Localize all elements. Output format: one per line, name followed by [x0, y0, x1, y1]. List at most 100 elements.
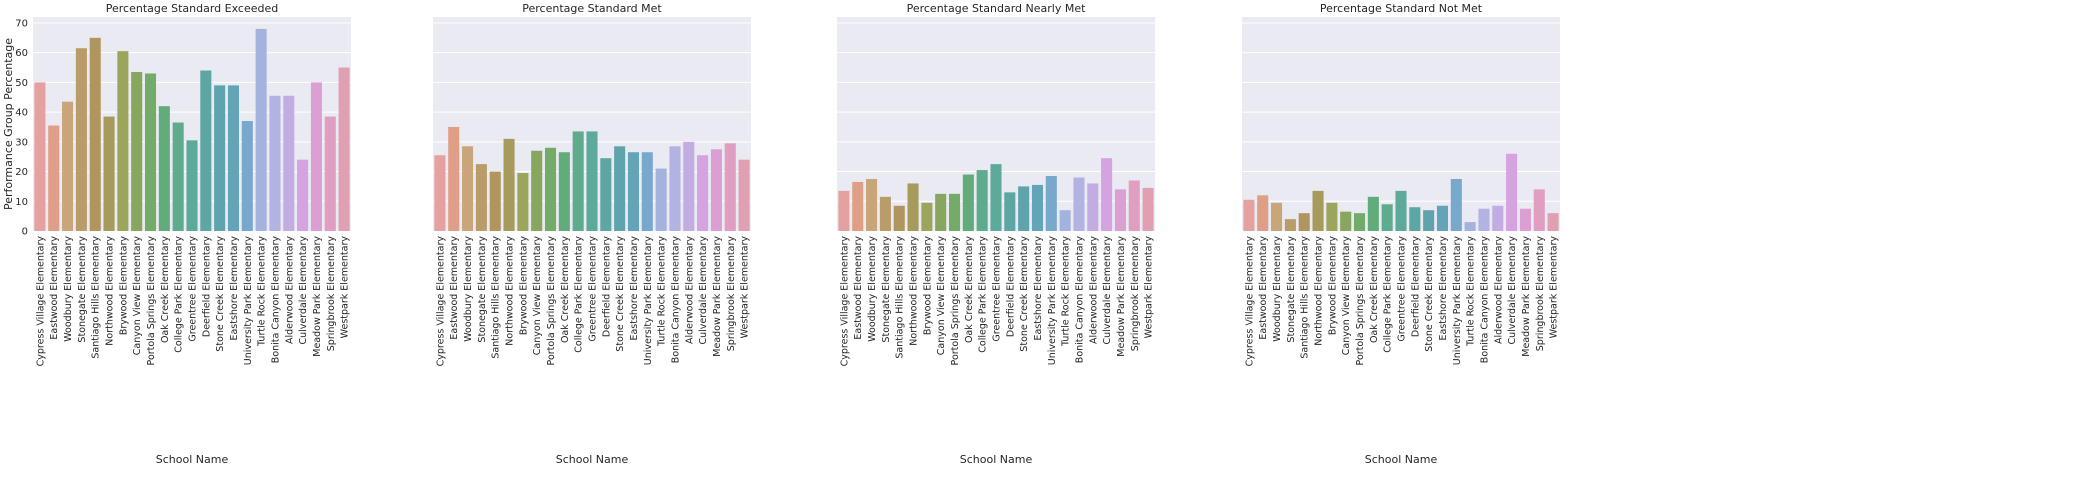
bar [586, 131, 598, 231]
x-tick-label: Northwood Elementary [1314, 236, 1325, 346]
bar [517, 173, 529, 231]
x-tick-label: Stone Creek Elementary [615, 236, 626, 352]
bar [1464, 222, 1476, 231]
x-tick-label: Portola Springs Elementary [546, 236, 557, 366]
y-tick-label: 20 [15, 167, 28, 178]
y-tick-label: 40 [15, 108, 28, 119]
y-axis-label: Performance Group Percentage [2, 38, 15, 210]
bar [434, 155, 446, 231]
bar [283, 95, 295, 231]
x-tick-label: Portola Springs Elementary [1355, 236, 1366, 366]
panel-title: Percentage Standard Met [522, 2, 662, 15]
bar [531, 150, 543, 231]
y-tick-label: 50 [15, 78, 28, 89]
bar [1492, 205, 1504, 231]
x-tick-label: Eastshore Elementary [229, 236, 240, 341]
x-axis-label: School Name [1365, 453, 1438, 466]
bar [200, 70, 212, 231]
x-tick-label: Eastwood Elementary [1258, 236, 1269, 340]
bar [1018, 186, 1030, 231]
x-tick-label: Deerfield Elementary [1410, 236, 1421, 337]
bar [1436, 205, 1449, 231]
x-tick-label: Alderwood Elementary [684, 236, 695, 344]
bar [852, 181, 864, 231]
x-tick-label: Santiago Hills Elementary [91, 236, 102, 359]
bar [1243, 199, 1255, 231]
x-tick-label: College Park Elementary [174, 236, 185, 353]
x-tick-label: Oak Creek Elementary [560, 236, 571, 343]
bar [448, 126, 460, 231]
x-tick-label: Alderwood Elementary [1493, 236, 1504, 344]
x-tick-label: Cypress Village Elementary [839, 236, 850, 367]
bar [697, 155, 709, 231]
x-tick-label: Eastshore Elementary [629, 236, 640, 341]
bar [1271, 202, 1283, 231]
x-tick-label: Eastwood Elementary [49, 236, 60, 340]
bar [1031, 184, 1044, 231]
x-tick-label: Canyon View Elementary [532, 236, 543, 356]
x-tick-label: Westpark Elementary [1549, 236, 1560, 339]
x-tick-label: Bonita Canyon Elementary [670, 236, 681, 364]
x-tick-label: Culverdale Elementary [298, 236, 309, 345]
bar [103, 116, 115, 231]
bar [879, 196, 891, 231]
bar [227, 85, 240, 231]
x-tick-label: College Park Elementary [978, 236, 989, 353]
bar [738, 159, 750, 231]
x-tick-label: Turtle Rock Elementary [1466, 236, 1477, 347]
x-tick-label: Cypress Village Elementary [435, 236, 446, 367]
x-tick-label: Brywood Elementary [518, 236, 529, 336]
x-tick-label: Brywood Elementary [1327, 236, 1338, 336]
bar [1004, 192, 1016, 231]
x-tick-label: Oak Creek Elementary [1369, 236, 1380, 343]
x-tick-label: Stone Creek Elementary [1424, 236, 1435, 352]
x-tick-label: Eastshore Elementary [1438, 236, 1449, 341]
bar [48, 125, 60, 231]
bar [669, 146, 681, 231]
bar [503, 138, 515, 231]
bar [1450, 178, 1462, 231]
bar [62, 101, 74, 231]
bar [724, 143, 736, 231]
x-tick-label: Bonita Canyon Elementary [270, 236, 281, 364]
x-tick-label: Turtle Rock Elementary [1061, 236, 1072, 347]
panel-title: Percentage Standard Not Met [1320, 2, 1483, 15]
x-tick-label: Santiago Hills Elementary [1300, 236, 1311, 359]
bar [614, 146, 626, 231]
x-tick-label: Meadow Park Elementary [1116, 236, 1127, 357]
bar [255, 28, 267, 232]
x-tick-label: Meadow Park Elementary [712, 236, 723, 357]
bar [1101, 158, 1113, 231]
bar [475, 164, 487, 231]
x-tick-label: Canyon View Elementary [936, 236, 947, 356]
bar [1142, 187, 1154, 231]
panel-3: Percentage Standard Nearly Met Cypress Vi… [837, 2, 1155, 466]
x-tick-label: Woodbury Elementary [63, 236, 74, 342]
y-tick-label: 70 [15, 18, 28, 29]
x-tick-label: Eastshore Elementary [1033, 236, 1044, 341]
bar [310, 82, 322, 231]
x-tick-label: Eastwood Elementary [853, 236, 864, 340]
bar [558, 152, 570, 231]
x-tick-label: Springbrook Elementary [1130, 236, 1141, 352]
x-tick-label: Culverdale Elementary [1507, 236, 1518, 345]
x-tick-label: Springbrook Elementary [326, 236, 337, 352]
x-tick-label: University Park Elementary [1047, 236, 1058, 366]
x-axis-label: School Name [960, 453, 1033, 466]
bar [1533, 189, 1545, 231]
bar [117, 51, 129, 231]
x-tick-label: Culverdale Elementary [698, 236, 709, 345]
x-tick-label: University Park Elementary [243, 236, 254, 366]
x-tick-label: Stone Creek Elementary [215, 236, 226, 352]
bar [838, 190, 850, 231]
bar [572, 131, 584, 231]
bar [627, 152, 640, 231]
bar [1257, 195, 1269, 231]
bar [1114, 189, 1126, 231]
x-tick-label: Cypress Village Elementary [35, 236, 46, 367]
bar [297, 159, 309, 231]
x-tick-label: Turtle Rock Elementary [257, 236, 268, 347]
x-tick-label: Westpark Elementary [340, 236, 351, 339]
